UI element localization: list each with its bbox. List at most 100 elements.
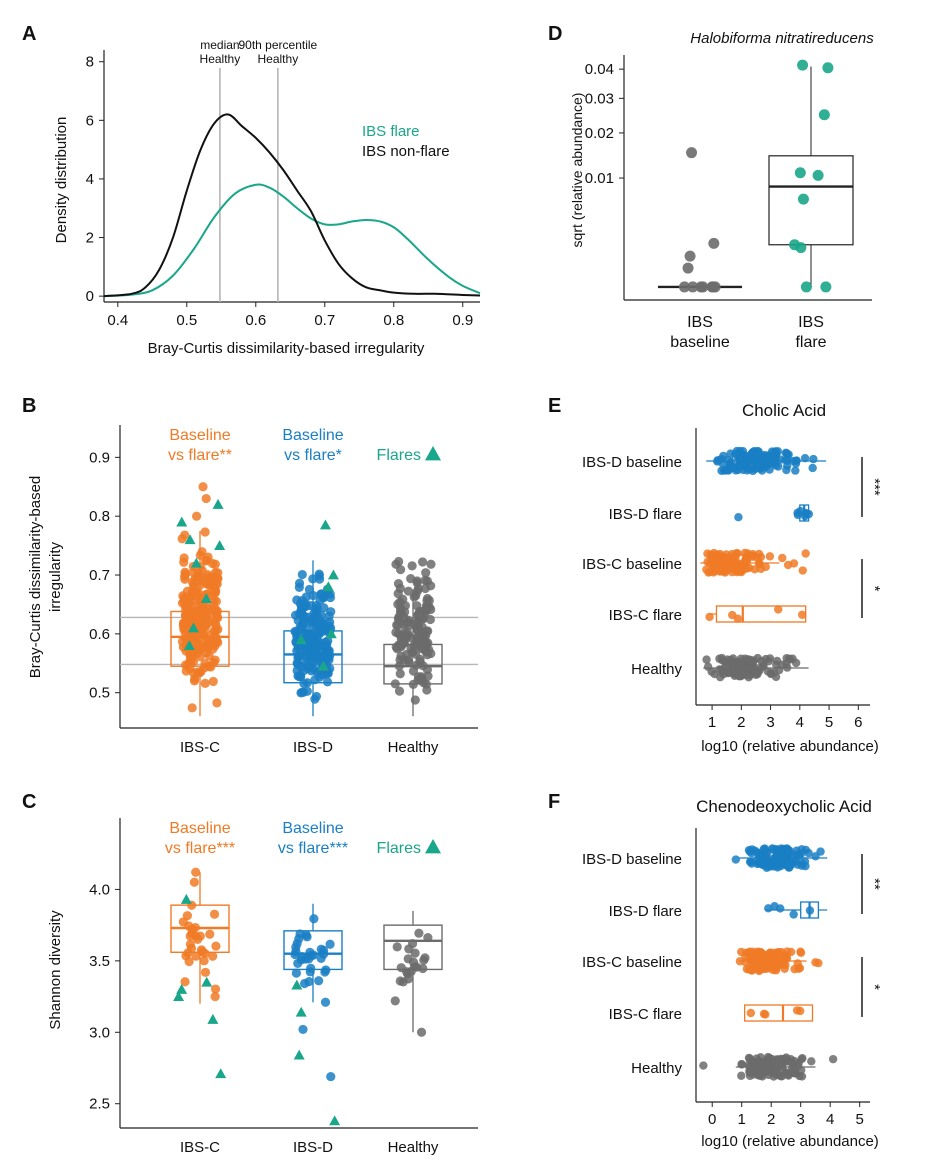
data-point <box>807 1057 816 1066</box>
data-point <box>316 589 327 599</box>
data-point <box>208 644 218 654</box>
data-point <box>293 958 303 969</box>
flare-triangle <box>183 640 195 651</box>
data-point <box>319 945 329 955</box>
data-point <box>180 567 190 577</box>
flare-triangle <box>295 1006 307 1017</box>
data-point <box>177 636 188 647</box>
data-point <box>416 643 427 653</box>
panel-b-category-label: IBS-C <box>180 739 220 756</box>
data-point <box>395 669 405 679</box>
data-point <box>403 974 414 984</box>
data-point <box>719 451 728 461</box>
data-point <box>708 237 720 249</box>
panel-a-y-tick-label: 0 <box>86 288 94 305</box>
data-point <box>406 966 416 976</box>
data-point <box>211 625 221 635</box>
panel-f-category-label: IBS-C baseline <box>582 954 682 971</box>
data-point <box>413 609 424 619</box>
data-point <box>783 861 792 871</box>
flare-triangle <box>184 534 196 545</box>
data-point <box>309 623 319 633</box>
data-point <box>318 653 328 664</box>
data-point <box>322 677 333 687</box>
data-point <box>796 1065 806 1075</box>
flare-triangle <box>187 622 199 633</box>
panel-c-y-tick-label: 3.0 <box>89 1024 110 1041</box>
panel-f-category-label: IBS-C flare <box>609 1006 682 1023</box>
data-point <box>797 193 809 205</box>
data-point <box>747 1068 757 1077</box>
data-point <box>198 623 209 633</box>
data-point <box>715 654 724 663</box>
data-point <box>421 626 432 636</box>
data-point <box>762 456 771 465</box>
data-point <box>201 493 211 504</box>
panel-e-x-tick-label: 2 <box>737 714 745 731</box>
data-point <box>711 556 720 565</box>
data-point <box>424 595 434 606</box>
data-point <box>422 664 433 675</box>
flare-triangle <box>207 1013 219 1024</box>
data-point <box>306 963 316 973</box>
flare-legend-triangle <box>425 839 441 854</box>
data-point <box>394 661 404 671</box>
panel-b-y-tick-label: 0.6 <box>89 626 110 643</box>
data-point <box>309 664 319 674</box>
data-point <box>191 596 201 607</box>
panel-c-y-tick-label: 3.5 <box>89 953 110 970</box>
data-point <box>295 622 305 632</box>
data-point <box>725 463 735 472</box>
panel-f-title: Chenodeoxycholic Acid <box>696 797 872 816</box>
data-point <box>754 948 764 957</box>
panel-e-category-label: IBS-D baseline <box>582 454 682 471</box>
panel-label-a: A <box>22 23 36 45</box>
data-point <box>744 845 754 855</box>
data-point <box>774 605 783 614</box>
data-point <box>210 559 220 569</box>
data-point <box>794 167 806 179</box>
data-point <box>302 932 312 942</box>
data-point <box>734 513 743 522</box>
data-point <box>793 510 803 520</box>
data-point <box>296 688 306 698</box>
data-point <box>776 861 785 871</box>
data-point <box>211 941 221 951</box>
data-point <box>302 647 312 657</box>
panel-c-ylabel: Shannon diversity <box>47 910 64 1030</box>
data-point <box>795 242 807 254</box>
box-ibs-c-flare <box>744 1004 814 1022</box>
panel-f-x-tick-label: 5 <box>856 1111 864 1128</box>
panel-label-c: C <box>22 791 36 813</box>
data-point <box>687 281 699 293</box>
data-point <box>309 914 319 924</box>
flare-triangle <box>325 628 337 639</box>
density-line-ibs-flare <box>103 183 481 298</box>
panel-e-boxplot: 1 2 3 4 5 6 IBS-D baseline IBS-D flare IBS-C bas… <box>582 428 883 731</box>
data-point <box>808 463 817 473</box>
data-point <box>809 454 818 464</box>
data-point <box>758 1063 768 1072</box>
panel-a-y-tick-label: 2 <box>86 230 94 247</box>
data-point <box>765 552 775 561</box>
panel-f-significance-label: * <box>866 984 883 990</box>
panel-f-x-tick-label: 2 <box>767 1111 775 1128</box>
panel-b-annotation: Flares <box>377 447 421 464</box>
panel-f-x-tick-label: 4 <box>826 1111 834 1128</box>
data-point <box>412 633 422 643</box>
data-point <box>777 846 786 855</box>
data-point <box>197 547 207 557</box>
data-point <box>206 662 216 672</box>
panel-b-ylabel-line1: Bray-Curtis dissimilarity-based <box>27 476 44 679</box>
data-point <box>210 984 221 994</box>
data-point <box>682 262 694 274</box>
panel-label-f: F <box>548 791 560 813</box>
data-point <box>408 679 418 689</box>
data-point <box>745 857 755 867</box>
data-point <box>812 169 824 181</box>
panel-b-annotation: vs flare* <box>284 447 342 464</box>
flare-triangle <box>201 976 213 987</box>
data-point <box>399 627 410 637</box>
data-point <box>820 281 832 293</box>
